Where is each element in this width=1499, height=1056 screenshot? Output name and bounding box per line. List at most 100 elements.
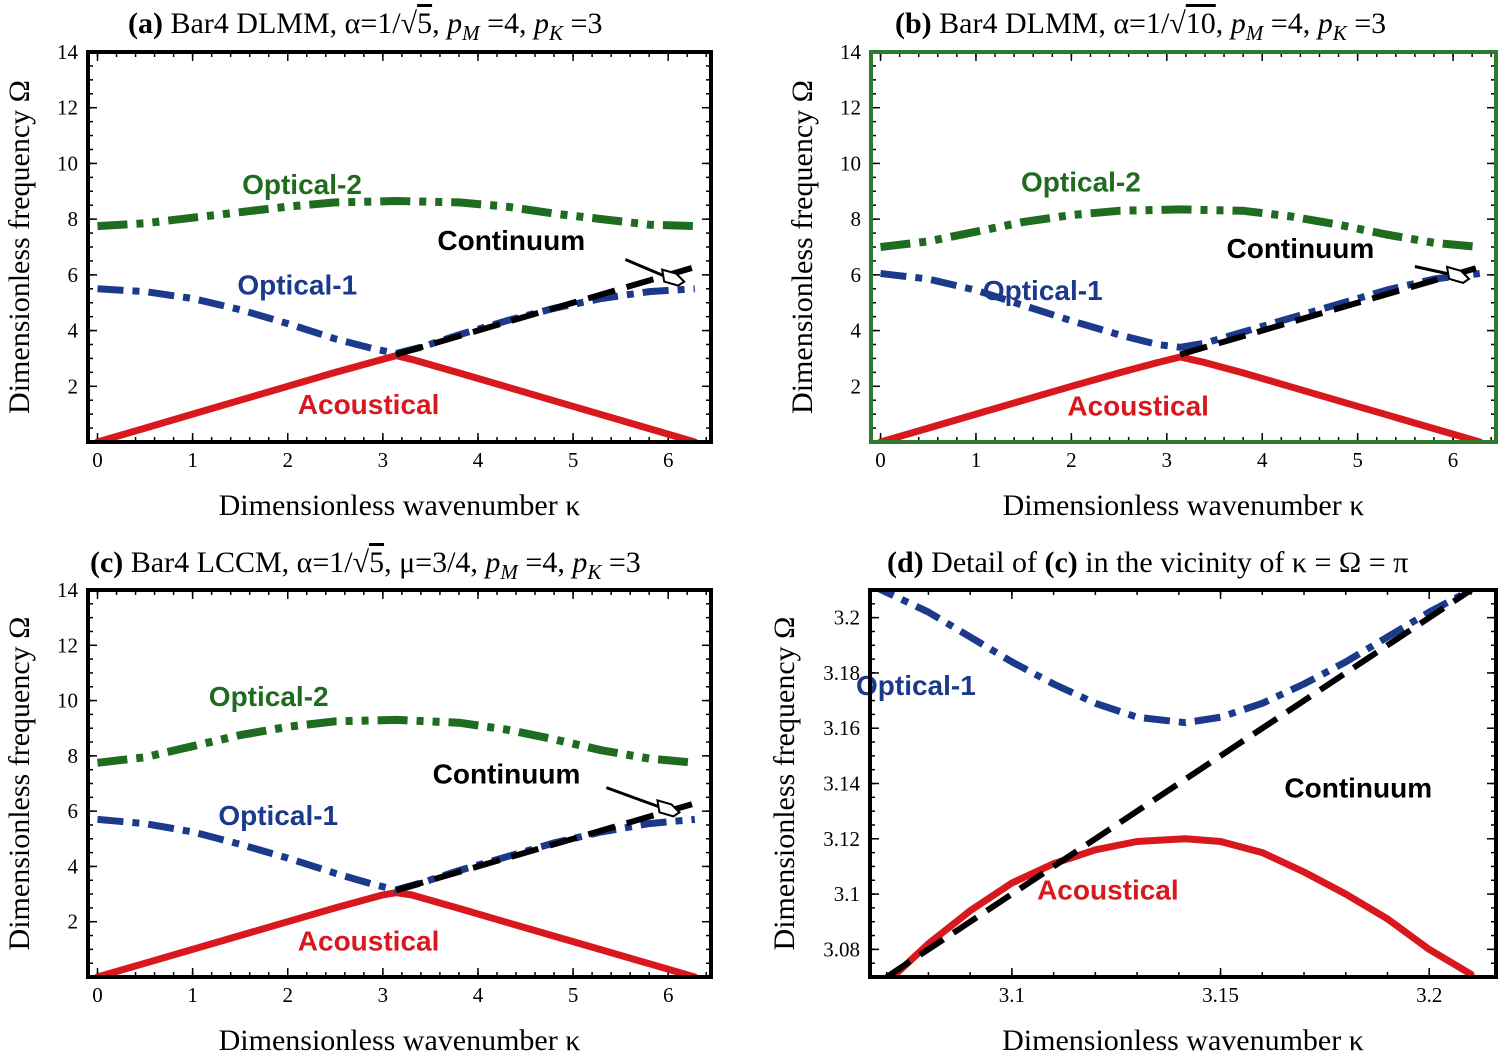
y-tick-label: 6 bbox=[68, 799, 79, 823]
x-tick-label: 3 bbox=[1162, 448, 1173, 472]
y-tick-label: 2 bbox=[851, 374, 862, 398]
y-tick-label: 8 bbox=[68, 744, 79, 768]
x-axis-label: Dimensionless wavenumber κ bbox=[219, 489, 581, 522]
series-label-optical-2: Optical-2 bbox=[242, 169, 362, 200]
panel-title: (b) Bar4 DLMM, α=1/√10, pM =4, pK =3 bbox=[895, 7, 1386, 45]
y-tick-label: 12 bbox=[57, 96, 78, 120]
plot-frame bbox=[86, 50, 713, 444]
series-label-acoustical: Acoustical bbox=[1067, 391, 1209, 422]
series-group bbox=[873, 590, 1475, 977]
y-tick-label: 3.18 bbox=[823, 661, 860, 685]
x-tick-label: 4 bbox=[473, 448, 484, 472]
x-tick-label: 5 bbox=[568, 448, 579, 472]
series-label-continuum: Continuum bbox=[1227, 233, 1375, 264]
series-line-acoustical bbox=[877, 353, 1484, 442]
axis-ticks bbox=[871, 51, 1496, 443]
series-line-optical-2 bbox=[97, 715, 696, 767]
plot-frame bbox=[868, 588, 1498, 979]
continuum-pointer-hand bbox=[656, 798, 682, 818]
panel-c: (c) Bar4 LCCM, α=1/√5, μ=3/4, pM =4, pK … bbox=[3, 546, 713, 1056]
series-line-continuum bbox=[395, 800, 696, 894]
y-tick-label: 3.12 bbox=[823, 827, 860, 851]
y-tick-label: 10 bbox=[57, 151, 78, 175]
x-tick-label: 4 bbox=[1257, 448, 1268, 472]
y-tick-label: 12 bbox=[57, 633, 78, 657]
y-tick-label: 3.1 bbox=[834, 882, 860, 906]
x-tick-label: 2 bbox=[282, 448, 293, 472]
y-tick-label: 14 bbox=[57, 578, 79, 602]
series-label-continuum: Continuum bbox=[1284, 772, 1432, 803]
y-tick-label: 8 bbox=[851, 207, 862, 231]
series-line-optical-2 bbox=[880, 205, 1481, 251]
y-tick-label: 2 bbox=[68, 374, 79, 398]
x-tick-label: 6 bbox=[663, 983, 674, 1007]
series-line-continuum bbox=[395, 264, 696, 358]
plot-frame bbox=[86, 588, 713, 979]
series-line-optical-1 bbox=[880, 270, 1481, 351]
y-tick-label: 4 bbox=[68, 854, 79, 878]
x-tick-label: 2 bbox=[1066, 448, 1077, 472]
y-axis-label: Dimensionless frequency Ω bbox=[3, 80, 36, 414]
continuum-pointer-hand bbox=[1445, 265, 1471, 284]
panel-title: (a) Bar4 DLMM, α=1/√5, pM =4, pK =3 bbox=[128, 7, 602, 45]
y-tick-label: 3.2 bbox=[834, 606, 860, 630]
series-label-optical-2: Optical-2 bbox=[209, 681, 329, 712]
series-group bbox=[94, 197, 699, 442]
series-label-continuum: Continuum bbox=[433, 759, 581, 790]
series-line-optical-1 bbox=[97, 285, 696, 357]
series-label-continuum: Continuum bbox=[437, 225, 585, 256]
x-tick-label: 2 bbox=[282, 983, 293, 1007]
y-axis-label: Dimensionless frequency Ω bbox=[768, 617, 801, 951]
series-label-optical-2: Optical-2 bbox=[1021, 166, 1141, 197]
y-tick-label: 4 bbox=[68, 319, 79, 343]
series-line-continuum bbox=[1179, 264, 1481, 358]
x-axis-label: Dimensionless wavenumber κ bbox=[1002, 1024, 1364, 1056]
x-tick-label: 1 bbox=[971, 448, 982, 472]
x-tick-label: 4 bbox=[473, 983, 484, 1007]
y-axis-label: Dimensionless frequency Ω bbox=[786, 80, 819, 414]
series-line-continuum bbox=[885, 590, 1473, 977]
x-tick-label: 3 bbox=[378, 983, 389, 1007]
panel-title: (c) Bar4 LCCM, α=1/√5, μ=3/4, pM =4, pK … bbox=[90, 546, 641, 584]
series-group bbox=[94, 715, 699, 977]
y-tick-label: 10 bbox=[840, 151, 861, 175]
y-tick-label: 4 bbox=[851, 319, 862, 343]
y-tick-label: 14 bbox=[840, 40, 862, 64]
y-tick-label: 6 bbox=[851, 263, 862, 287]
y-tick-label: 14 bbox=[57, 40, 79, 64]
x-tick-label: 1 bbox=[187, 448, 198, 472]
x-tick-label: 0 bbox=[875, 448, 886, 472]
x-tick-label: 3.1 bbox=[999, 983, 1025, 1007]
x-tick-label: 6 bbox=[663, 448, 674, 472]
y-axis-label: Dimensionless frequency Ω bbox=[3, 617, 36, 951]
plot-frame bbox=[869, 50, 1498, 444]
series-line-acoustical bbox=[887, 835, 1475, 977]
x-tick-label: 5 bbox=[568, 983, 579, 1007]
panel-title: (d) Detail of (c) in the vicinity of κ =… bbox=[887, 546, 1408, 579]
axis-ticks bbox=[88, 51, 711, 443]
x-tick-label: 0 bbox=[92, 983, 103, 1007]
series-group bbox=[877, 205, 1484, 442]
continuum-pointer-line bbox=[605, 786, 664, 810]
y-tick-label: 6 bbox=[68, 263, 79, 287]
x-tick-label: 5 bbox=[1352, 448, 1363, 472]
x-tick-label: 3.15 bbox=[1202, 983, 1239, 1007]
y-tick-label: 12 bbox=[840, 96, 861, 120]
series-line-optical-2 bbox=[97, 197, 695, 231]
x-tick-label: 1 bbox=[187, 983, 198, 1007]
series-line-optical-1 bbox=[873, 590, 1473, 727]
continuum-pointer-hand bbox=[660, 268, 686, 287]
x-tick-label: 3 bbox=[378, 448, 389, 472]
x-axis-label: Dimensionless wavenumber κ bbox=[1003, 489, 1365, 522]
x-tick-label: 0 bbox=[92, 448, 103, 472]
y-tick-label: 8 bbox=[68, 207, 79, 231]
y-tick-label: 10 bbox=[57, 689, 78, 713]
series-label-acoustical: Acoustical bbox=[298, 389, 440, 420]
continuum-pointer-line bbox=[1414, 265, 1454, 277]
panel-a: (a) Bar4 DLMM, α=1/√5, pM =4, pK =30 1 2 3 4… bbox=[3, 7, 713, 522]
x-tick-label: 3.2 bbox=[1416, 983, 1442, 1007]
panel-d: (d) Detail of (c) in the vicinity of κ =… bbox=[768, 546, 1498, 1056]
series-label-optical-1: Optical-1 bbox=[218, 800, 338, 831]
series-label-optical-1: Optical-1 bbox=[856, 670, 976, 701]
